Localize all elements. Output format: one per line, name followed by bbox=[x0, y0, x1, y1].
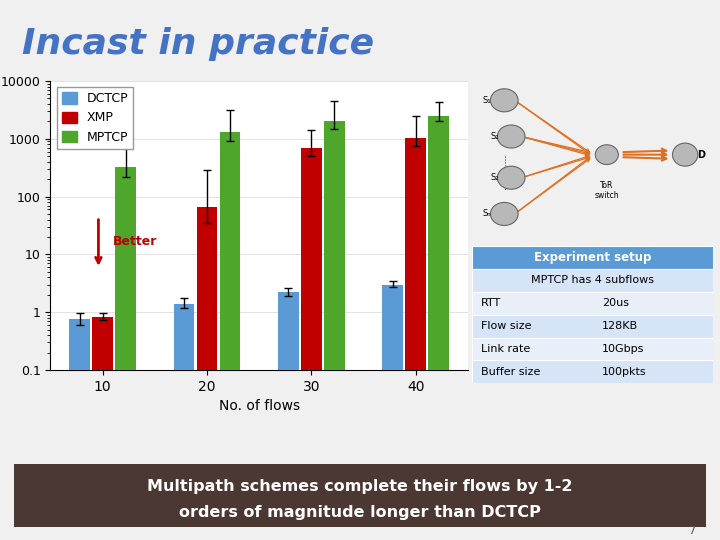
Text: 7: 7 bbox=[688, 525, 695, 536]
Text: 100pkts: 100pkts bbox=[602, 367, 647, 377]
Bar bbox=[405, 138, 426, 540]
Text: Better: Better bbox=[113, 235, 158, 248]
FancyBboxPatch shape bbox=[472, 292, 713, 314]
Text: D: D bbox=[697, 150, 706, 160]
Text: S₁: S₁ bbox=[483, 96, 492, 105]
Text: Flow size: Flow size bbox=[481, 321, 532, 331]
Text: Multipath schemes complete their flows by 1-2: Multipath schemes complete their flows b… bbox=[148, 478, 572, 494]
Text: Incast in practice: Incast in practice bbox=[22, 27, 374, 60]
Bar bbox=[220, 132, 240, 540]
Bar bbox=[324, 122, 345, 540]
Bar bbox=[382, 285, 403, 540]
FancyBboxPatch shape bbox=[472, 314, 713, 338]
Text: Sₙ: Sₙ bbox=[483, 210, 492, 219]
Text: ToR
switch: ToR switch bbox=[595, 181, 619, 200]
Text: Link rate: Link rate bbox=[481, 344, 531, 354]
FancyBboxPatch shape bbox=[472, 269, 713, 292]
Text: S₂: S₂ bbox=[490, 173, 498, 182]
Text: 128KB: 128KB bbox=[602, 321, 638, 331]
Bar bbox=[301, 148, 322, 540]
FancyBboxPatch shape bbox=[472, 338, 713, 361]
Ellipse shape bbox=[498, 125, 525, 148]
Text: 20us: 20us bbox=[602, 298, 629, 308]
Text: Buffer size: Buffer size bbox=[481, 367, 541, 377]
Bar bbox=[174, 303, 194, 540]
Ellipse shape bbox=[490, 89, 518, 112]
FancyBboxPatch shape bbox=[1, 463, 719, 528]
Bar bbox=[115, 167, 136, 540]
Bar bbox=[197, 207, 217, 540]
Text: orders of magnitude longer than DCTCP: orders of magnitude longer than DCTCP bbox=[179, 505, 541, 521]
Ellipse shape bbox=[490, 202, 518, 226]
Bar bbox=[428, 116, 449, 540]
Ellipse shape bbox=[595, 145, 618, 165]
Bar bbox=[278, 292, 299, 540]
FancyBboxPatch shape bbox=[472, 246, 713, 269]
FancyBboxPatch shape bbox=[472, 361, 713, 383]
Ellipse shape bbox=[498, 166, 525, 189]
Ellipse shape bbox=[672, 143, 698, 166]
X-axis label: No. of flows: No. of flows bbox=[219, 399, 300, 413]
Text: S₂: S₂ bbox=[490, 132, 498, 141]
Text: Experiment setup: Experiment setup bbox=[534, 251, 651, 264]
Legend: DCTCP, XMP, MPTCP: DCTCP, XMP, MPTCP bbox=[57, 87, 133, 148]
Bar bbox=[92, 317, 113, 540]
Text: MPTCP has 4 subflows: MPTCP has 4 subflows bbox=[531, 275, 654, 285]
Text: 10Gbps: 10Gbps bbox=[602, 344, 644, 354]
Text: RTT: RTT bbox=[481, 298, 502, 308]
Bar bbox=[69, 319, 90, 540]
